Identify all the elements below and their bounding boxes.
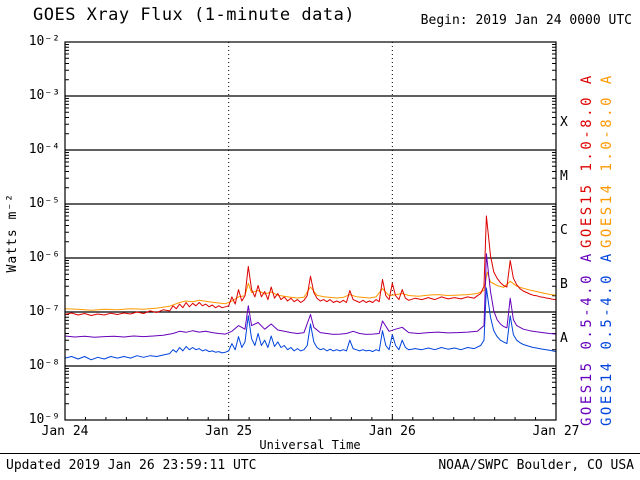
flare-class-label: M — [560, 169, 568, 184]
series-line-GOES14-0.5-4.0-A — [64, 287, 557, 361]
y-axis-label: Watts m⁻² — [5, 193, 20, 273]
y-tick-label: 10⁻⁵ — [28, 196, 60, 211]
y-tick-label: 10⁻⁴ — [28, 142, 60, 157]
series-line-GOES15-1.0-8.0-A — [64, 215, 557, 316]
footer-divider — [0, 453, 640, 454]
y-tick-label: 10⁻⁸ — [28, 358, 60, 373]
series-lines — [64, 215, 557, 361]
flare-class-label: A — [560, 331, 568, 346]
x-tick-label: Jan 26 — [368, 424, 416, 439]
updated-timestamp: Updated 2019 Jan 26 23:59:11 UTC — [6, 458, 257, 473]
flare-class-label: B — [560, 277, 568, 292]
x-axis-label: Universal Time — [259, 438, 361, 452]
day-gridlines — [228, 42, 393, 420]
page-title: GOES Xray Flux (1-minute data) — [33, 5, 356, 25]
series-label-goes14-long: GOES14 1.0-8.0 A — [599, 73, 615, 248]
series-line-GOES15-0.5-4.0-A — [64, 253, 557, 338]
data-source: NOAA/SWPC Boulder, CO USA — [438, 458, 634, 473]
minor-ticks — [64, 43, 557, 420]
x-tick-label: Jan 27 — [532, 424, 580, 439]
flare-class-label: C — [560, 223, 568, 238]
axes-frame — [64, 41, 557, 421]
x-tick-label: Jan 24 — [41, 424, 89, 439]
flare-class-label: X — [560, 115, 568, 130]
series-label-goes15-long: GOES15 1.0-8.0 A — [579, 73, 595, 248]
y-tick-label: 10⁻³ — [28, 88, 60, 103]
series-label-goes15-short: GOES15 0.5-4.0 A — [579, 251, 595, 426]
y-tick-label: 10⁻² — [28, 34, 60, 49]
y-tick-label: 10⁻⁶ — [28, 250, 60, 265]
begin-timestamp: Begin: 2019 Jan 24 0000 UTC — [420, 13, 632, 28]
series-label-goes14-short: GOES14 0.5-4.0 A — [599, 251, 615, 426]
y-tick-label: 10⁻⁹ — [28, 412, 60, 427]
y-tick-label: 10⁻⁷ — [28, 304, 60, 319]
x-tick-label: Jan 25 — [205, 424, 253, 439]
series-line-GOES14-1.0-8.0-A — [64, 271, 557, 311]
